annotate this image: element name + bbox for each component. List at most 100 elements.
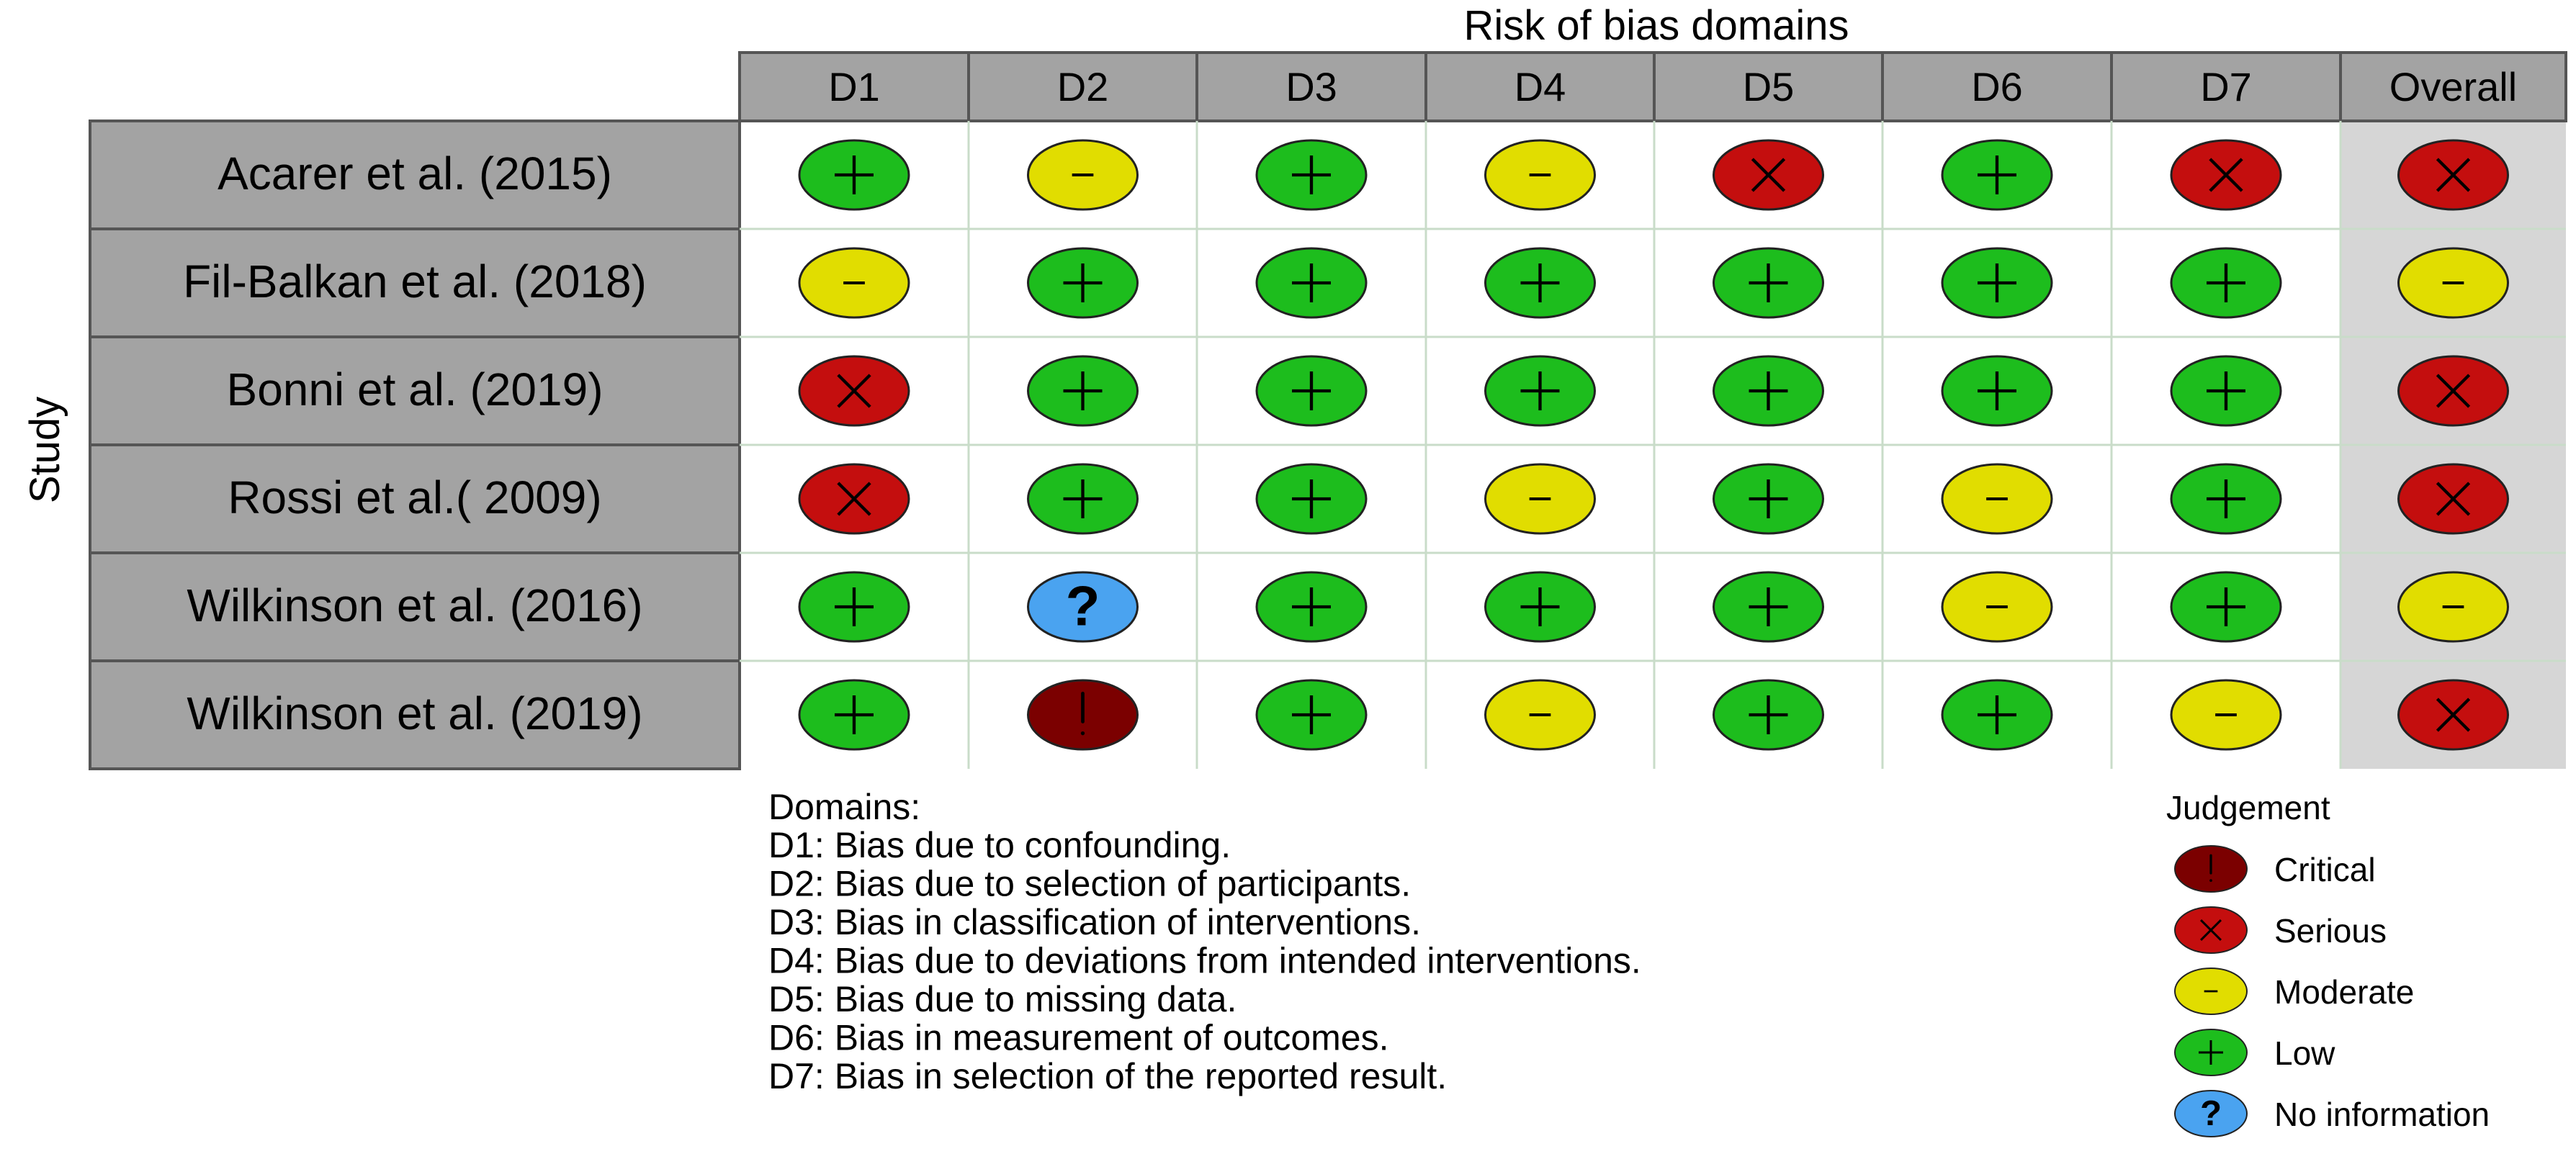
marker-2-d1 <box>798 247 910 319</box>
marker-6-d6 <box>1941 679 2053 751</box>
marker-3-overall <box>2397 355 2509 427</box>
symbol-serious-x2 <box>2436 698 2471 732</box>
marker-3-d6 <box>1941 355 2053 427</box>
col-header-cell-d4 <box>1424 51 1656 122</box>
marker-6-d2 <box>1027 679 1139 751</box>
row-label-cell-6 <box>89 659 741 770</box>
marker-1-d6 <box>1941 139 2053 211</box>
symbol-serious-x2 <box>837 482 871 516</box>
symbol-serious-x2 <box>2436 482 2471 516</box>
marker-6-d7 <box>2170 679 2282 751</box>
marker-6-d3 <box>1255 679 1368 751</box>
symbol-serious-x2 <box>837 374 871 408</box>
marker-1-d7 <box>2170 139 2282 211</box>
marker-1-overall <box>2397 139 2509 211</box>
domain-desc-2: D2: Bias due to selection of participant… <box>768 864 1411 904</box>
legend-item-no-information: ? No information <box>2174 1090 2490 1137</box>
marker-2-d4 <box>1484 247 1596 319</box>
marker-6-d5 <box>1713 679 1824 751</box>
row-label-cell-2 <box>89 227 741 338</box>
legend-item-critical: Critical <box>2174 845 2376 893</box>
col-header-d2: D2 <box>1057 64 1109 109</box>
marker-5-d5 <box>1713 571 1824 643</box>
row-label-cell-1 <box>89 119 741 230</box>
marker-1-d5 <box>1713 139 1824 211</box>
legend-label-serious: Serious <box>2274 912 2387 950</box>
marker-5-d7 <box>2170 571 2282 643</box>
marker-3-d1 <box>798 355 910 427</box>
legend-label-critical: Critical <box>2274 851 2376 888</box>
marker-3-d5 <box>1713 355 1824 427</box>
marker-6-d4 <box>1484 679 1596 751</box>
marker-1-d3 <box>1255 139 1368 211</box>
legend-item-serious: Serious <box>2174 906 2387 954</box>
row-label-cell-5 <box>89 551 741 662</box>
marker-4-d5 <box>1713 463 1824 535</box>
marker-5-d4 <box>1484 571 1596 643</box>
col-header-cell-d6 <box>1881 51 2113 122</box>
judgement-no-information-marker <box>1027 571 1139 643</box>
y-axis-label: Study <box>22 397 68 503</box>
marker-6-d1 <box>798 679 910 751</box>
row-label-fil-balkan-et-al-2018: Fil-Balkan et al. (2018) <box>183 256 647 307</box>
col-header-cell-d2 <box>967 51 1198 122</box>
marker-3-d3 <box>1255 355 1368 427</box>
col-header-d6: D6 <box>1971 64 2023 109</box>
legend-label-low: Low <box>2274 1034 2335 1072</box>
marker-3-d2 <box>1027 355 1139 427</box>
marker-5-d3 <box>1255 571 1368 643</box>
marker-4-overall <box>2397 463 2509 535</box>
domain-desc-5: D5: Bias due to missing data. <box>768 979 1237 1019</box>
legend-label-no-information: No information <box>2274 1096 2490 1133</box>
judgement-legend: Judgement Critical Serious Moderate Low? No … <box>2166 789 2490 1137</box>
symbol-serious-x2 <box>1751 158 1786 192</box>
row-label-rossi-et-al-2009: Rossi et al.( 2009) <box>228 472 601 523</box>
legend-item-moderate: Moderate <box>2174 968 2414 1015</box>
legend-title: Judgement <box>2166 789 2330 826</box>
marker-4-d7 <box>2170 463 2282 535</box>
legend-no-information-marker <box>2174 1090 2248 1137</box>
marker-4-d1 <box>798 463 910 535</box>
marker-5-d1 <box>798 571 910 643</box>
col-header-d3: D3 <box>1285 64 1337 109</box>
col-header-d7: D7 <box>2200 64 2252 109</box>
marker-5-d6 <box>1941 571 2053 643</box>
marker-4-d3 <box>1255 463 1368 535</box>
domain-desc-7: D7: Bias in selection of the reported re… <box>768 1056 1447 1096</box>
marker-4-d4 <box>1484 463 1596 535</box>
row-label-wilkinson-et-al-2019: Wilkinson et al. (2019) <box>187 687 642 739</box>
domain-desc-3: D3: Bias in classification of interventi… <box>768 902 1421 942</box>
marker-2-d3 <box>1255 247 1368 319</box>
marker-2-d5 <box>1713 247 1824 319</box>
legend-symbol-serious-x2 <box>2199 919 2222 942</box>
col-header-d5: D5 <box>1743 64 1795 109</box>
marker-3-d7 <box>2170 355 2282 427</box>
legend-symbol-no-information-question: ? <box>2200 1093 2222 1133</box>
marker-6-overall <box>2397 679 2509 751</box>
marker-4-d2 <box>1027 463 1139 535</box>
domain-desc-6: D6: Bias in measurement of outcomes. <box>768 1018 1389 1058</box>
symbol-serious-x2 <box>2436 374 2471 408</box>
symbol-no-information-question: ? <box>1066 574 1100 638</box>
symbol-serious-x2 <box>2209 158 2243 192</box>
col-header-cell-d5 <box>1653 51 1884 122</box>
col-header-d4: D4 <box>1514 64 1566 109</box>
domain-desc-1: D1: Bias due to confounding. <box>768 825 1231 865</box>
symbol-serious-x2 <box>2436 158 2471 192</box>
legend-label-moderate: Moderate <box>2274 973 2414 1011</box>
col-header-cell-d3 <box>1195 51 1427 122</box>
domains-heading: Domains: <box>768 787 920 827</box>
row-label-cell-4 <box>89 443 741 554</box>
marker-1-d1 <box>798 139 910 211</box>
marker-4-d6 <box>1941 463 2053 535</box>
domains-description: Domains: D1: Bias due to confounding.D2:… <box>768 787 1641 1096</box>
col-header-overall: Overall <box>2389 64 2517 109</box>
marker-2-d7 <box>2170 247 2282 319</box>
marker-1-d4 <box>1484 139 1596 211</box>
col-header-cell-overall <box>2339 51 2567 122</box>
risk-grid: D1 D2 D3 D4 D5 D6 D7 Overall Acarer et al. (2015… <box>89 51 2567 770</box>
domain-desc-4: D4: Bias due to deviations from intended… <box>768 941 1641 981</box>
marker-5-overall <box>2397 571 2509 643</box>
marker-5-d2: ? <box>1027 571 1139 643</box>
